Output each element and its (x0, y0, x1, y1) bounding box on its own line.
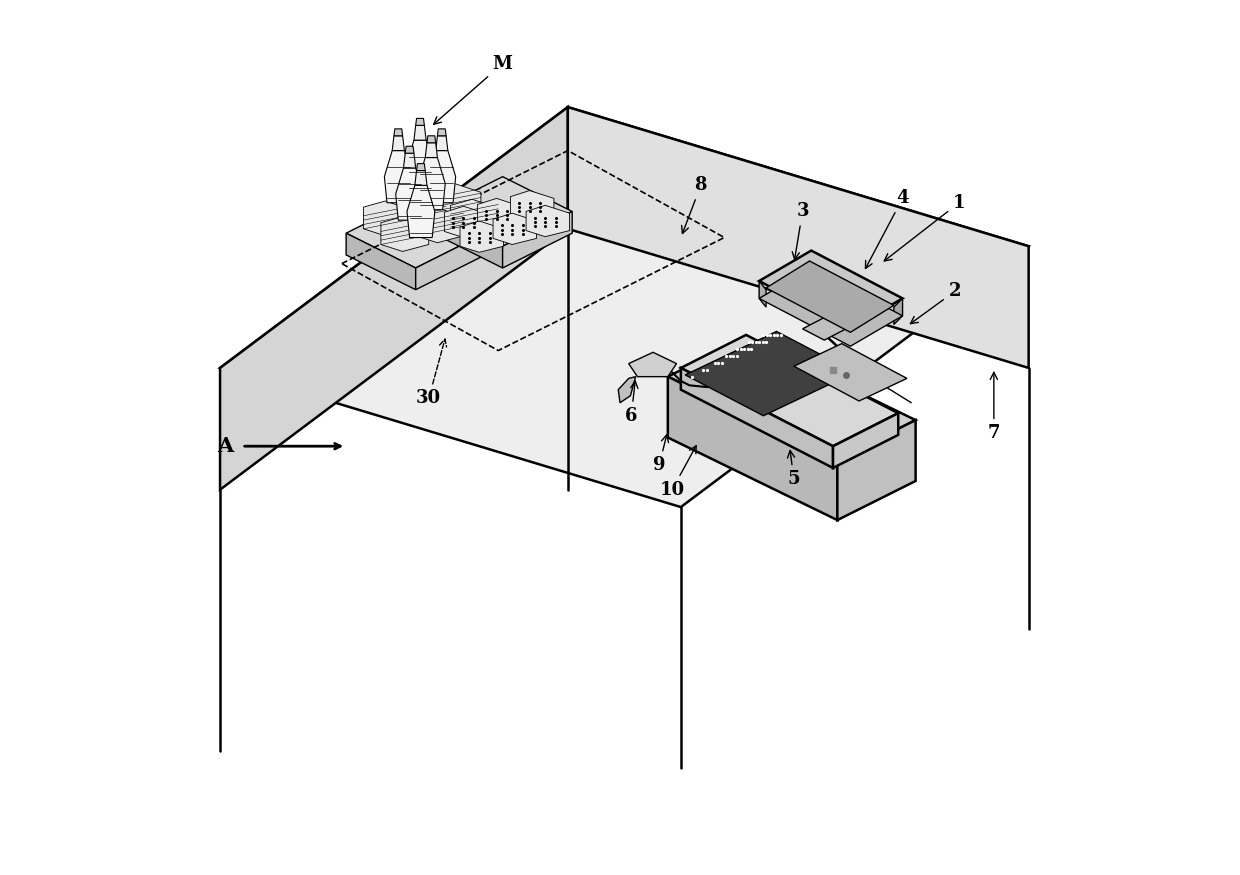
Polygon shape (392, 136, 404, 150)
Polygon shape (450, 200, 498, 234)
Polygon shape (668, 338, 915, 459)
Polygon shape (415, 208, 464, 242)
Polygon shape (444, 206, 487, 237)
Polygon shape (384, 150, 412, 203)
Polygon shape (686, 332, 854, 416)
Text: 1: 1 (884, 193, 965, 261)
Polygon shape (346, 199, 485, 268)
Text: 2: 2 (910, 283, 961, 324)
Polygon shape (494, 214, 537, 244)
Text: 9: 9 (653, 435, 668, 474)
Polygon shape (433, 177, 572, 246)
Polygon shape (681, 335, 898, 446)
Polygon shape (425, 143, 438, 158)
Polygon shape (766, 261, 894, 332)
Polygon shape (415, 118, 424, 125)
Polygon shape (802, 318, 846, 340)
Polygon shape (619, 376, 636, 402)
Polygon shape (346, 233, 415, 290)
Polygon shape (502, 212, 572, 268)
Polygon shape (668, 376, 837, 520)
Polygon shape (415, 171, 427, 186)
Polygon shape (394, 129, 403, 136)
Polygon shape (837, 420, 915, 520)
Polygon shape (759, 281, 766, 307)
Polygon shape (427, 136, 435, 143)
Text: 8: 8 (682, 177, 707, 234)
Text: M: M (434, 54, 512, 124)
Text: 10: 10 (660, 445, 696, 499)
Polygon shape (428, 150, 455, 203)
Polygon shape (568, 107, 1029, 368)
Polygon shape (381, 217, 429, 251)
Polygon shape (407, 140, 434, 192)
Polygon shape (759, 268, 903, 346)
Polygon shape (219, 107, 1029, 507)
Text: 30: 30 (417, 340, 446, 408)
Polygon shape (435, 136, 448, 150)
Polygon shape (438, 129, 446, 136)
Polygon shape (398, 192, 446, 228)
Polygon shape (894, 298, 903, 325)
Polygon shape (511, 191, 554, 222)
Polygon shape (219, 107, 568, 490)
Text: 7: 7 (987, 372, 1001, 442)
Polygon shape (417, 164, 425, 171)
Polygon shape (794, 344, 906, 401)
Polygon shape (403, 153, 415, 168)
Polygon shape (629, 353, 677, 376)
Polygon shape (415, 233, 485, 290)
Polygon shape (460, 221, 503, 252)
Polygon shape (418, 158, 445, 210)
Polygon shape (681, 368, 833, 468)
Text: A: A (217, 437, 233, 456)
Text: 4: 4 (866, 189, 909, 269)
Polygon shape (759, 250, 903, 329)
Polygon shape (407, 186, 435, 237)
Polygon shape (414, 125, 427, 140)
Polygon shape (526, 206, 569, 236)
Text: 5: 5 (787, 451, 800, 488)
Polygon shape (396, 168, 424, 220)
Polygon shape (363, 201, 412, 235)
Polygon shape (477, 199, 521, 230)
Polygon shape (833, 413, 898, 468)
Polygon shape (405, 146, 414, 153)
Polygon shape (433, 212, 502, 268)
Text: 3: 3 (792, 202, 808, 259)
Polygon shape (433, 184, 481, 219)
Text: 6: 6 (625, 381, 637, 424)
